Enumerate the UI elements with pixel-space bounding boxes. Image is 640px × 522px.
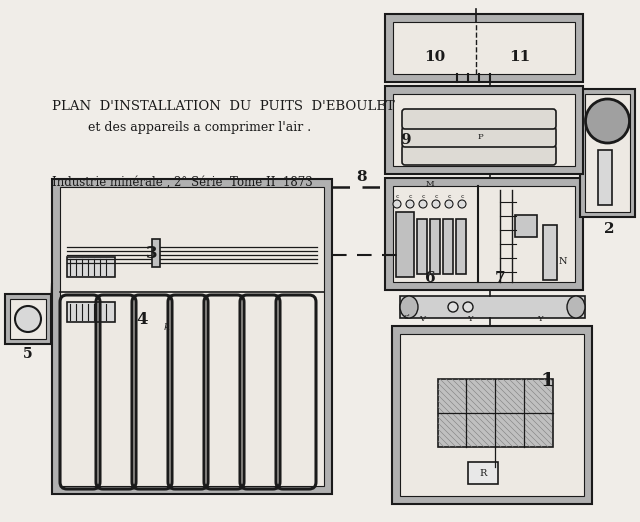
Text: et des appareils a comprimer l'air .: et des appareils a comprimer l'air . [88,121,311,134]
Circle shape [458,200,466,208]
Bar [396,212,414,277]
Text: PLAN  D'INSTALLATION  DU  PUITS  D'EBOULET: PLAN D'INSTALLATION DU PUITS D'EBOULET [52,101,395,113]
Text: 10: 10 [424,50,445,64]
Bar [152,239,160,267]
Circle shape [463,302,473,312]
Text: c: c [447,194,451,198]
Text: M: M [426,180,435,188]
Text: 8: 8 [356,170,367,184]
Circle shape [445,200,453,208]
Circle shape [419,200,427,208]
Bar [5,294,51,344]
Text: N: N [559,257,567,266]
Bar [430,219,440,274]
Ellipse shape [567,296,585,318]
Bar [598,150,612,205]
Bar [60,187,324,486]
Bar [392,326,592,504]
Text: c: c [408,194,412,198]
Bar [10,299,46,339]
Bar [393,186,575,282]
Text: Y: Y [537,315,543,323]
Ellipse shape [400,296,418,318]
Text: 1: 1 [540,372,554,390]
Text: 2: 2 [604,222,615,236]
FancyBboxPatch shape [402,127,556,147]
Bar [67,302,115,322]
Text: R: R [479,469,486,478]
Bar [585,94,630,212]
Bar [515,215,537,237]
Bar [385,86,583,174]
Text: V: V [419,315,425,323]
Text: c: c [435,194,438,198]
Bar [67,257,115,277]
Bar [52,179,332,494]
Bar [400,334,584,496]
FancyBboxPatch shape [402,145,556,165]
Text: c: c [421,194,425,198]
Bar [456,219,466,274]
Bar [385,178,583,290]
Bar [543,225,557,280]
Text: P: P [477,133,483,141]
Bar [443,219,453,274]
Circle shape [393,200,401,208]
Text: 7: 7 [495,271,506,285]
Bar [393,94,575,166]
Text: 11: 11 [509,50,531,64]
Circle shape [406,200,414,208]
FancyBboxPatch shape [402,109,556,129]
Text: Y: Y [467,315,473,323]
Bar [400,296,585,318]
Bar [393,22,575,74]
Circle shape [448,302,458,312]
Text: 6: 6 [425,271,435,285]
Text: 3: 3 [146,245,158,263]
Bar [385,14,583,82]
Text: 4: 4 [136,311,148,327]
Circle shape [432,200,440,208]
Text: c: c [396,194,399,198]
Text: 5: 5 [23,347,33,361]
Bar [417,219,427,274]
Text: Industrie minérale , 2° Série  Tome II  1873: Industrie minérale , 2° Série Tome II 18… [52,175,313,188]
Bar [438,379,553,447]
Bar [580,89,635,217]
Text: 9: 9 [400,133,410,147]
Text: c: c [460,194,464,198]
Bar [468,462,498,484]
Circle shape [15,306,41,332]
Circle shape [586,99,630,143]
Text: c': c' [403,313,410,321]
Text: k: k [164,323,170,331]
